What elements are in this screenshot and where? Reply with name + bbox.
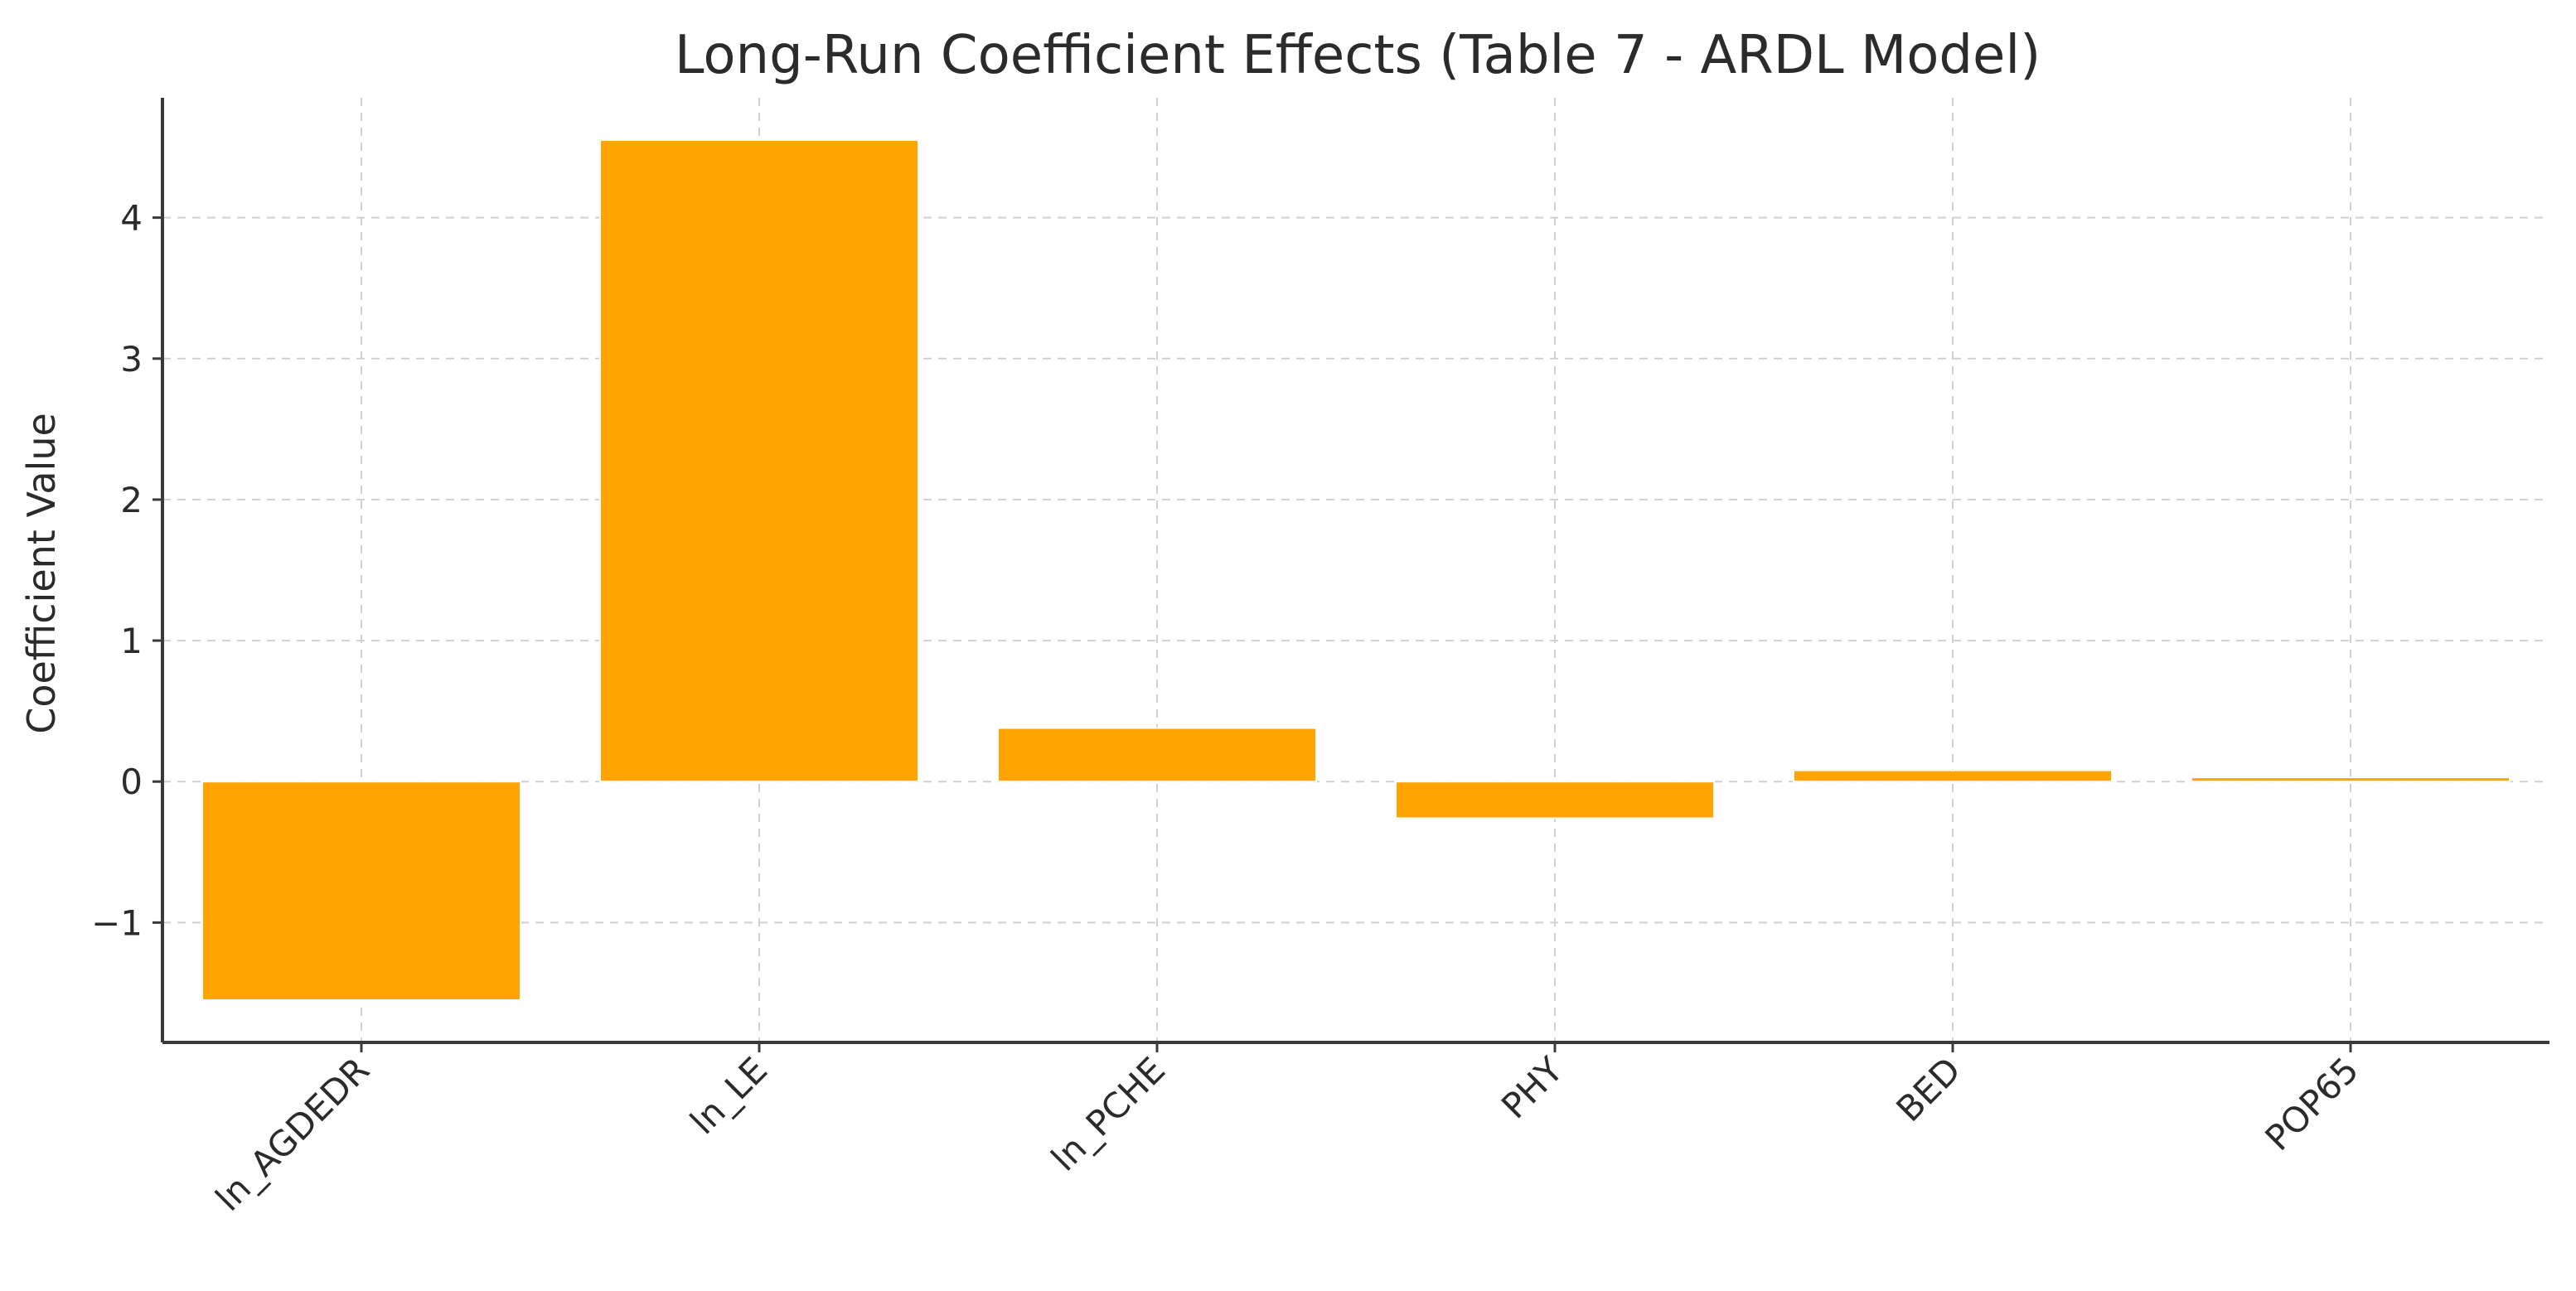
bar xyxy=(599,139,919,783)
bar xyxy=(1793,769,2113,783)
y-tick-label: 4 xyxy=(120,198,143,239)
bar xyxy=(201,781,521,1001)
y-tick-label: 1 xyxy=(120,621,143,661)
bar xyxy=(1395,781,1715,820)
y-axis-label: Coefficient Value xyxy=(19,413,64,734)
bar xyxy=(2191,776,2511,783)
y-ticks: −1 0 1 2 3 4 xyxy=(91,198,162,943)
y-tick-label: 2 xyxy=(120,480,143,520)
x-tick-label: PHY xyxy=(1494,1049,1571,1126)
x-tick-label: ln_PCHE xyxy=(1043,1049,1173,1178)
y-tick-label: 0 xyxy=(120,762,143,802)
x-tick-label: ln_LE xyxy=(682,1049,775,1142)
x-tick-label: ln_AGDEDR xyxy=(208,1049,378,1219)
x-tick-label: POP65 xyxy=(2257,1049,2366,1158)
bars xyxy=(201,139,2511,1001)
x-tick-label: BED xyxy=(1888,1049,1968,1129)
x-ticks: ln_AGDEDR ln_LE ln_PCHE PHY BED POP65 xyxy=(208,1042,2366,1219)
y-tick-label: 3 xyxy=(120,339,143,380)
axes xyxy=(161,98,2549,1044)
y-tick-label: −1 xyxy=(91,902,143,943)
bar xyxy=(997,727,1317,783)
chart-title: Long-Run Coefficient Effects (Table 7 - … xyxy=(675,25,2041,86)
